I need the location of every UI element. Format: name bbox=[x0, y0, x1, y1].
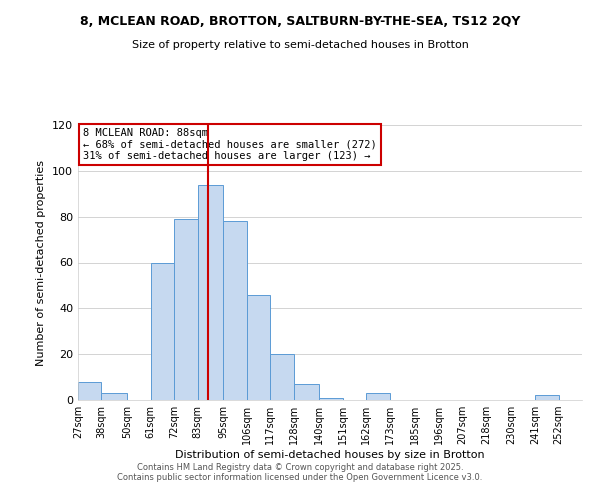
Bar bbox=[101, 393, 127, 400]
Bar bbox=[223, 221, 247, 400]
Bar bbox=[247, 294, 270, 400]
Bar bbox=[319, 398, 343, 400]
Bar bbox=[293, 384, 319, 400]
Bar bbox=[151, 262, 174, 400]
Bar bbox=[174, 219, 197, 400]
Text: 8, MCLEAN ROAD, BROTTON, SALTBURN-BY-THE-SEA, TS12 2QY: 8, MCLEAN ROAD, BROTTON, SALTBURN-BY-THE… bbox=[80, 15, 520, 28]
Text: 8 MCLEAN ROAD: 88sqm
← 68% of semi-detached houses are smaller (272)
31% of semi: 8 MCLEAN ROAD: 88sqm ← 68% of semi-detac… bbox=[83, 128, 377, 161]
Bar bbox=[270, 354, 293, 400]
Y-axis label: Number of semi-detached properties: Number of semi-detached properties bbox=[37, 160, 46, 366]
X-axis label: Distribution of semi-detached houses by size in Brotton: Distribution of semi-detached houses by … bbox=[175, 450, 485, 460]
Text: Size of property relative to semi-detached houses in Brotton: Size of property relative to semi-detach… bbox=[131, 40, 469, 50]
Bar bbox=[367, 393, 390, 400]
Bar bbox=[78, 382, 101, 400]
Bar bbox=[535, 396, 559, 400]
Text: Contains HM Land Registry data © Crown copyright and database right 2025.
Contai: Contains HM Land Registry data © Crown c… bbox=[118, 463, 482, 482]
Bar bbox=[197, 184, 223, 400]
